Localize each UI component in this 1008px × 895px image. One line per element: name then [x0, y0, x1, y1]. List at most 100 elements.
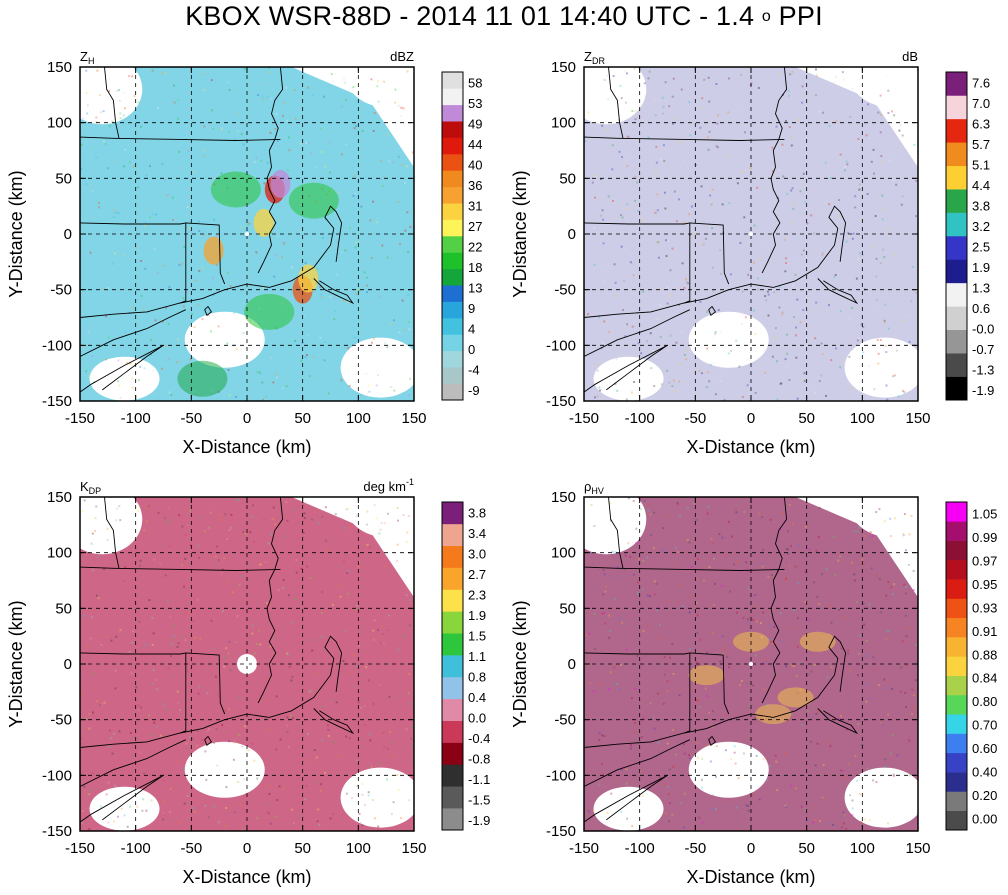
echo-pixel [710, 202, 713, 204]
echo-pixel [837, 608, 840, 611]
echo-pixel [273, 637, 276, 640]
echo-pixel [669, 269, 672, 272]
x-tick-label: 0 [243, 840, 251, 857]
echo-pixel [168, 810, 171, 813]
echo-pixel [107, 287, 110, 290]
echo-pixel [82, 281, 85, 284]
echo-pixel [825, 567, 828, 570]
colorbar-label: 31 [468, 198, 482, 213]
echo-pixel [110, 737, 113, 740]
echo-pixel [259, 699, 262, 702]
echo-pixel [721, 635, 724, 638]
echo-pixel [830, 359, 833, 362]
echo-pixel [818, 506, 821, 509]
echo-pixel [865, 683, 868, 686]
echo-pixel [619, 663, 622, 666]
echo-pixel [400, 106, 403, 109]
echo-pixel [584, 140, 587, 143]
echo-pixel [762, 611, 765, 614]
echo-pixel [140, 260, 143, 262]
echo-pixel [348, 737, 351, 740]
echo-pixel [167, 358, 170, 361]
echo-pixel [707, 148, 710, 151]
echo-pixel [692, 502, 695, 505]
echo-pixel [818, 110, 821, 113]
echo-pixel [625, 619, 628, 622]
echo-pixel [267, 803, 270, 805]
echo-pixel [655, 145, 658, 148]
echo-pixel [304, 356, 307, 359]
echo-pixel [625, 782, 628, 785]
echo-pixel [115, 250, 118, 253]
echo-pixel [83, 345, 86, 348]
echo-pixel [388, 695, 391, 698]
echo-pixel [746, 618, 749, 621]
echo-pixel [172, 219, 174, 221]
colorbar-label: 0 [468, 342, 475, 357]
colorbar-frame [945, 71, 968, 401]
echo-pixel [892, 773, 895, 776]
echo-pixel [698, 816, 701, 819]
echo-pixel [875, 257, 878, 260]
echo-pixel [228, 88, 231, 91]
echo-pixel [599, 178, 602, 181]
echo-pixel [396, 507, 399, 509]
echo-pixel [397, 104, 400, 107]
echo-pixel [707, 505, 710, 508]
echo-pixel [89, 251, 92, 254]
colorbar-swatch [946, 559, 967, 580]
echo-pixel [850, 306, 853, 309]
echo-pixel [705, 386, 708, 388]
echo-pixel [100, 643, 103, 646]
echo-pixel [321, 611, 323, 614]
echo-pixel [405, 728, 408, 731]
colorbar-swatch [946, 733, 967, 754]
echo-pixel [750, 82, 753, 85]
echo-pixel [589, 681, 592, 684]
x-tick-label: 100 [346, 840, 371, 857]
echo-pixel [685, 281, 688, 284]
echo-pixel [849, 350, 852, 353]
echo-pixel [838, 199, 841, 201]
echo-pixel [406, 531, 409, 534]
echo-pixel [296, 323, 299, 325]
echo-pixel [230, 222, 233, 225]
echo-pixel [340, 251, 343, 253]
echo-pixel [711, 726, 714, 729]
echo-pixel [604, 590, 607, 593]
echo-pixel [906, 627, 909, 629]
echo-pixel [912, 265, 914, 268]
echo-pixel [285, 385, 288, 388]
echo-pixel [104, 159, 107, 162]
echo-pixel [398, 331, 401, 334]
echo-pixel [357, 565, 360, 568]
echo-pixel [894, 517, 896, 520]
echo-pixel [128, 650, 131, 653]
echo-pixel [393, 389, 396, 392]
echo-pixel [299, 388, 302, 391]
echo-pixel [381, 244, 384, 247]
echo-pixel [632, 573, 635, 576]
echo-pixel [108, 125, 111, 128]
echo-pixel [596, 395, 599, 398]
echo-pixel [620, 768, 623, 771]
echo-pixel [332, 741, 335, 743]
echo-pixel [107, 781, 110, 784]
echo-pixel [757, 512, 760, 515]
echo-pixel [760, 516, 763, 519]
echo-pixel [91, 532, 94, 535]
echo-pixel [874, 215, 877, 217]
echo-pixel [321, 296, 324, 299]
echo-pixel [821, 254, 824, 257]
echo-pixel [88, 375, 91, 378]
echo-pixel [336, 273, 339, 276]
echo-pixel [912, 569, 915, 572]
echo-pixel [808, 293, 810, 296]
echo-pixel [812, 821, 815, 824]
echo-pixel [674, 391, 677, 394]
echo-pixel [401, 299, 404, 302]
echo-pixel [288, 136, 290, 139]
echo-pixel [701, 821, 704, 824]
echo-pixel [669, 802, 672, 805]
echo-pixel [655, 582, 658, 585]
